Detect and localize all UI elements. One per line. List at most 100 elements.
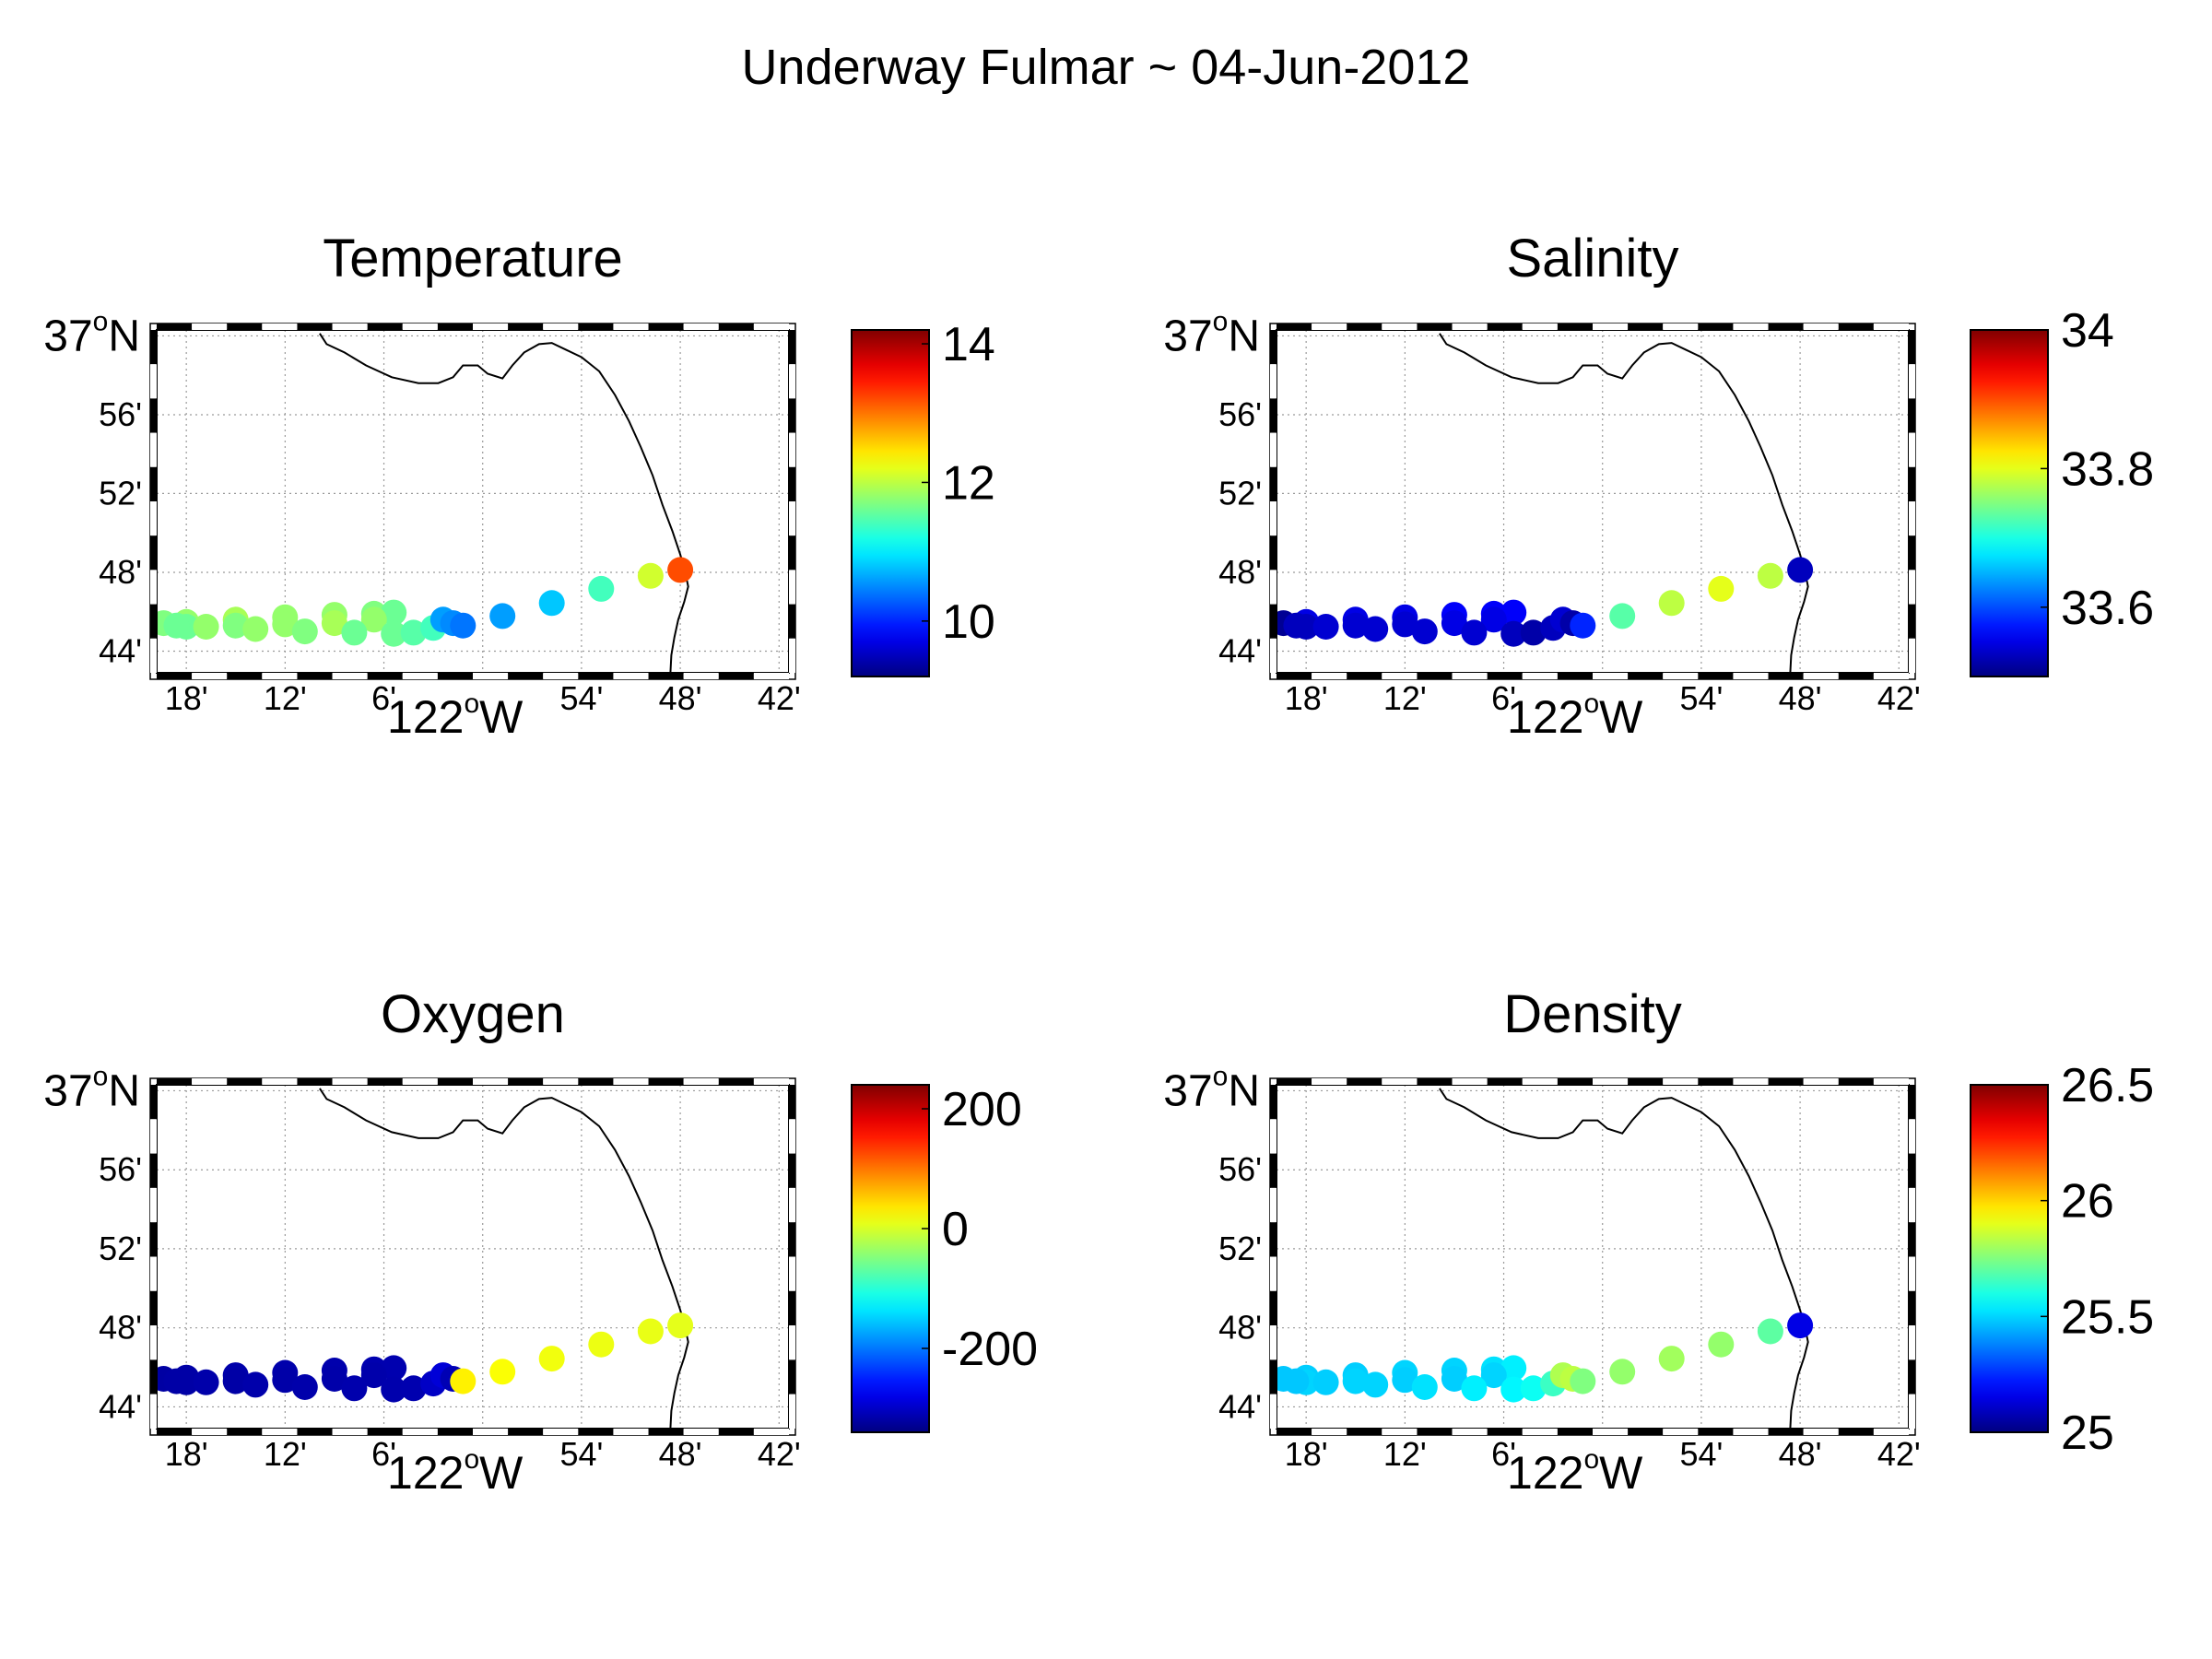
density-lat-tick-label: 37oN: [1163, 1061, 1260, 1115]
temperature-coastline: [319, 333, 689, 673]
salinity-title: Salinity: [1507, 229, 1679, 288]
oxygen-lon-tick-label: 12': [264, 1435, 307, 1473]
temperature-colorbar-tick-label: 12: [942, 456, 995, 510]
temperature-lat-tick-label: 56': [99, 395, 142, 433]
temperature-lat-tick-label: 52': [99, 474, 142, 512]
salinity-lat-tick-label: 52': [1218, 474, 1262, 512]
density-title: Density: [1503, 984, 1681, 1044]
density-lon-tick-label: 54': [1679, 1435, 1723, 1473]
temperature-map-frame: [149, 323, 796, 680]
oxygen-track-point: [222, 1368, 249, 1394]
salinity-track-point: [1411, 618, 1438, 645]
salinity-track-point: [1500, 620, 1527, 647]
temperature-lat-tick-label: 37oN: [43, 306, 140, 360]
temperature-track-point: [291, 618, 318, 645]
oxygen-track-point: [193, 1369, 219, 1395]
density-lat-tick-label: 48': [1218, 1309, 1262, 1347]
figure-title: Underway Fulmar ~ 04-Jun-2012: [741, 40, 1471, 95]
oxygen-lon-tick-label: 54': [559, 1435, 603, 1473]
temperature-track-point: [667, 557, 694, 583]
density-track-point: [1411, 1374, 1438, 1400]
salinity-track-point: [1570, 612, 1596, 639]
salinity-lat-tick-label: 37oN: [1163, 306, 1260, 360]
temperature-lon-tick-label: 48': [659, 679, 702, 717]
salinity-track-point: [1441, 610, 1467, 637]
salinity-track-point: [1757, 562, 1783, 589]
oxygen-track-point: [321, 1366, 347, 1392]
temperature-track-point: [637, 562, 664, 589]
density-track-point: [1283, 1368, 1310, 1394]
oxygen-track-point: [538, 1346, 565, 1372]
oxygen-track-point: [360, 1362, 387, 1389]
salinity-coastline: [1439, 333, 1809, 673]
oxygen-track-point: [272, 1367, 299, 1394]
salinity-map-frame: [1269, 323, 1916, 680]
salinity-lon-tick-label: 12': [1383, 679, 1427, 717]
oxygen-track-point: [163, 1368, 190, 1394]
salinity-track-point: [1787, 557, 1814, 583]
oxygen-track-point: [341, 1375, 368, 1402]
panel-density: Density 18' 12' 6'122oW 54' 48' 42' 44' 48' 52' 56…: [1163, 984, 2154, 1499]
temperature-track-point: [538, 590, 565, 617]
density-track-point: [1500, 1376, 1527, 1403]
panel-salinity: Salinity 18' 12' 6'122oW 54' 48' 42' 44' 48' 52' 5…: [1163, 229, 2154, 743]
density-track-point: [1362, 1371, 1389, 1398]
density-track-point: [1609, 1359, 1636, 1385]
density-colorbar-tick-label: 26: [2061, 1175, 2114, 1229]
temperature-colorbar: [851, 329, 930, 677]
density-track-point: [1461, 1375, 1488, 1402]
temperature-lat-tick-label: 44': [99, 632, 142, 670]
salinity-track-point: [1312, 614, 1339, 640]
salinity-lon-tick-label: 18': [1285, 679, 1328, 717]
oxygen-lon-tick-label: 48': [659, 1435, 702, 1473]
oxygen-lon-tick-label: 42': [758, 1435, 801, 1473]
temperature-track-point: [321, 610, 347, 637]
salinity-lat-tick-label: 44': [1218, 632, 1262, 670]
salinity-track-point: [1609, 603, 1636, 629]
temperature-track-point: [360, 606, 387, 633]
temperature-track-point: [489, 603, 516, 629]
density-lon-tick-label: 48': [1779, 1435, 1822, 1473]
salinity-track-point: [1708, 575, 1735, 602]
oxygen-colorbar-tick-label: -200: [942, 1323, 1038, 1376]
salinity-track-point: [1658, 590, 1685, 617]
temperature-colorbar-tick-label: 10: [942, 595, 995, 649]
salinity-colorbar: [1970, 329, 2049, 677]
temperature-track-point: [588, 575, 615, 602]
oxygen-lon-tick-label: 18': [165, 1435, 208, 1473]
temperature-lon-tick-label: 42': [758, 679, 801, 717]
temperature-map-area: [157, 330, 789, 673]
oxygen-track-point: [381, 1355, 407, 1382]
oxygen-colorbar-tick-label: 0: [942, 1203, 969, 1256]
temperature-title: Temperature: [323, 229, 623, 288]
oxygen-track-point: [450, 1368, 477, 1394]
density-track-point: [1787, 1312, 1814, 1339]
oxygen-track-point: [381, 1376, 407, 1403]
density-track-point: [1570, 1368, 1596, 1394]
temperature-lon-tick-label: 122oW: [387, 688, 524, 743]
density-map-area: [1277, 1085, 1909, 1429]
temperature-lon-tick-label: 12': [264, 679, 307, 717]
oxygen-colorbar: [851, 1084, 930, 1433]
temperature-track-point: [400, 619, 427, 646]
temperature-track-point: [381, 620, 407, 647]
salinity-track-point: [1520, 619, 1547, 646]
oxygen-colorbar-tick-label: 200: [942, 1083, 1022, 1136]
density-lon-tick-label: 122oW: [1507, 1444, 1643, 1499]
density-coastline: [1439, 1088, 1809, 1429]
salinity-track-point: [1342, 612, 1369, 639]
salinity-track-point: [1461, 619, 1488, 646]
temperature-colorbar-tick-label: 14: [942, 318, 995, 371]
temperature-lat-tick-label: 48': [99, 553, 142, 591]
density-lon-tick-label: 12': [1383, 1435, 1427, 1473]
temperature-track-point: [163, 612, 190, 639]
density-lon-tick-label: 42': [1877, 1435, 1921, 1473]
density-track-point: [1500, 1355, 1527, 1382]
temperature-track-point: [341, 619, 368, 646]
oxygen-lat-tick-label: 37oN: [43, 1061, 140, 1115]
salinity-lon-tick-label: 54': [1679, 679, 1723, 717]
salinity-lon-tick-label: 42': [1877, 679, 1921, 717]
salinity-map-area: [1277, 330, 1909, 673]
salinity-track-point: [1500, 599, 1527, 626]
